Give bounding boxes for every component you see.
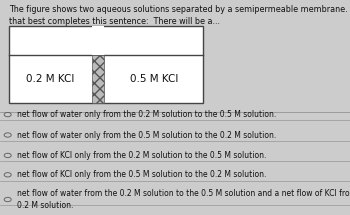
Text: net flow of water from the 0.2 M solution to the 0.5 M solution and a net flow o: net flow of water from the 0.2 M solutio…	[17, 189, 350, 210]
Text: The figure shows two aqueous solutions separated by a semipermeable membrane.  I: The figure shows two aqueous solutions s…	[9, 5, 350, 26]
Text: net flow of KCl only from the 0.5 M solution to the 0.2 M solution.: net flow of KCl only from the 0.5 M solu…	[17, 170, 266, 179]
Text: net flow of water only from the 0.5 M solution to the 0.2 M solution.: net flow of water only from the 0.5 M so…	[17, 131, 276, 140]
Text: net flow of KCl only from the 0.2 M solution to the 0.5 M solution.: net flow of KCl only from the 0.2 M solu…	[17, 151, 266, 160]
Bar	[92, 26, 104, 55]
Bar	[92, 55, 104, 103]
Text: net flow of water only from the 0.2 M solution to the 0.5 M solution.: net flow of water only from the 0.2 M so…	[17, 110, 276, 119]
Text: 0.2 M KCl: 0.2 M KCl	[26, 74, 75, 84]
Text: 0.5 M KCl: 0.5 M KCl	[130, 74, 178, 84]
Bar	[9, 26, 203, 103]
